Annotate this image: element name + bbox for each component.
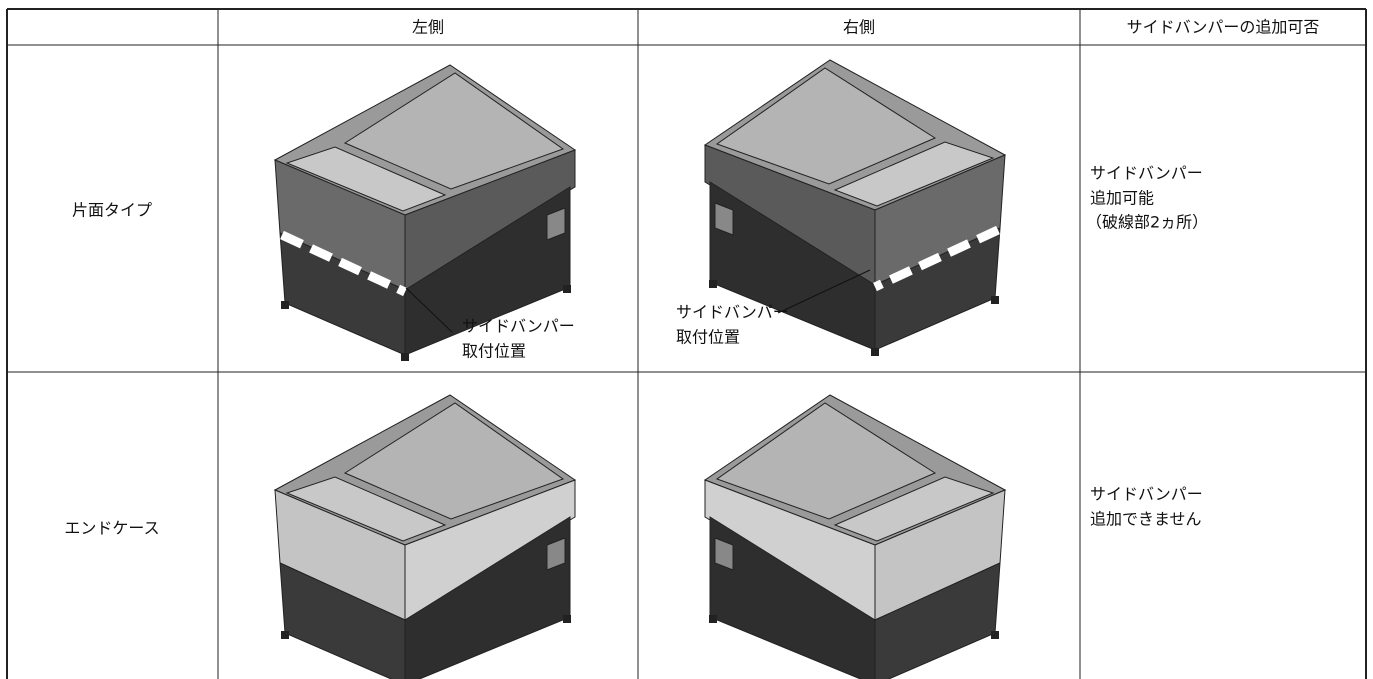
note-text: サイドバンパー — [1090, 485, 1203, 504]
callout-text: 取付位置 — [676, 328, 740, 347]
callout-line — [777, 269, 871, 314]
upper-side — [704, 479, 876, 621]
note-text: 追加できません — [1090, 510, 1202, 529]
row-label: 片面タイプ — [72, 201, 152, 220]
foot — [563, 285, 571, 293]
bumper-dash — [873, 225, 1000, 292]
glass — [715, 402, 937, 520]
upper-side — [404, 479, 576, 621]
foot — [871, 348, 879, 356]
foot — [709, 615, 717, 623]
glass — [715, 67, 937, 185]
freezer — [703, 394, 1007, 679]
freezer — [273, 64, 577, 361]
foot — [401, 353, 409, 361]
callout-text: サイドバンパー — [676, 303, 789, 322]
glass — [833, 476, 995, 542]
foot — [563, 615, 571, 623]
foot — [281, 301, 289, 309]
illustrations — [273, 59, 1007, 679]
header-cell: 右側 — [843, 18, 875, 37]
callout-line — [405, 287, 453, 333]
glass — [285, 146, 447, 212]
freezer — [273, 394, 577, 679]
callout-text: サイドバンパー — [462, 317, 575, 336]
panel — [546, 537, 566, 571]
note-text: 追加可能 — [1090, 189, 1154, 208]
glass — [833, 141, 995, 207]
bumper-dash — [280, 230, 407, 297]
glass — [285, 476, 447, 542]
foot — [991, 296, 999, 304]
upper-side — [404, 149, 576, 291]
row-label: エンドケース — [64, 519, 159, 538]
upper-side — [704, 144, 876, 286]
lower-front — [279, 562, 406, 679]
header-cell: 左側 — [412, 18, 444, 37]
header-cell: サイドバンパーの追加可否 — [1127, 18, 1320, 37]
lower-front — [874, 562, 1001, 679]
glass — [343, 72, 565, 190]
callout-text: 取付位置 — [462, 342, 526, 361]
note-text: （破線部2ヵ所） — [1086, 213, 1208, 232]
panel — [714, 537, 734, 571]
panel — [714, 202, 734, 236]
foot — [281, 631, 289, 639]
freezer — [703, 59, 1007, 356]
foot — [991, 631, 999, 639]
note-text: サイドバンパー — [1090, 164, 1203, 183]
foot — [709, 280, 717, 288]
panel — [546, 207, 566, 241]
glass — [343, 402, 565, 520]
